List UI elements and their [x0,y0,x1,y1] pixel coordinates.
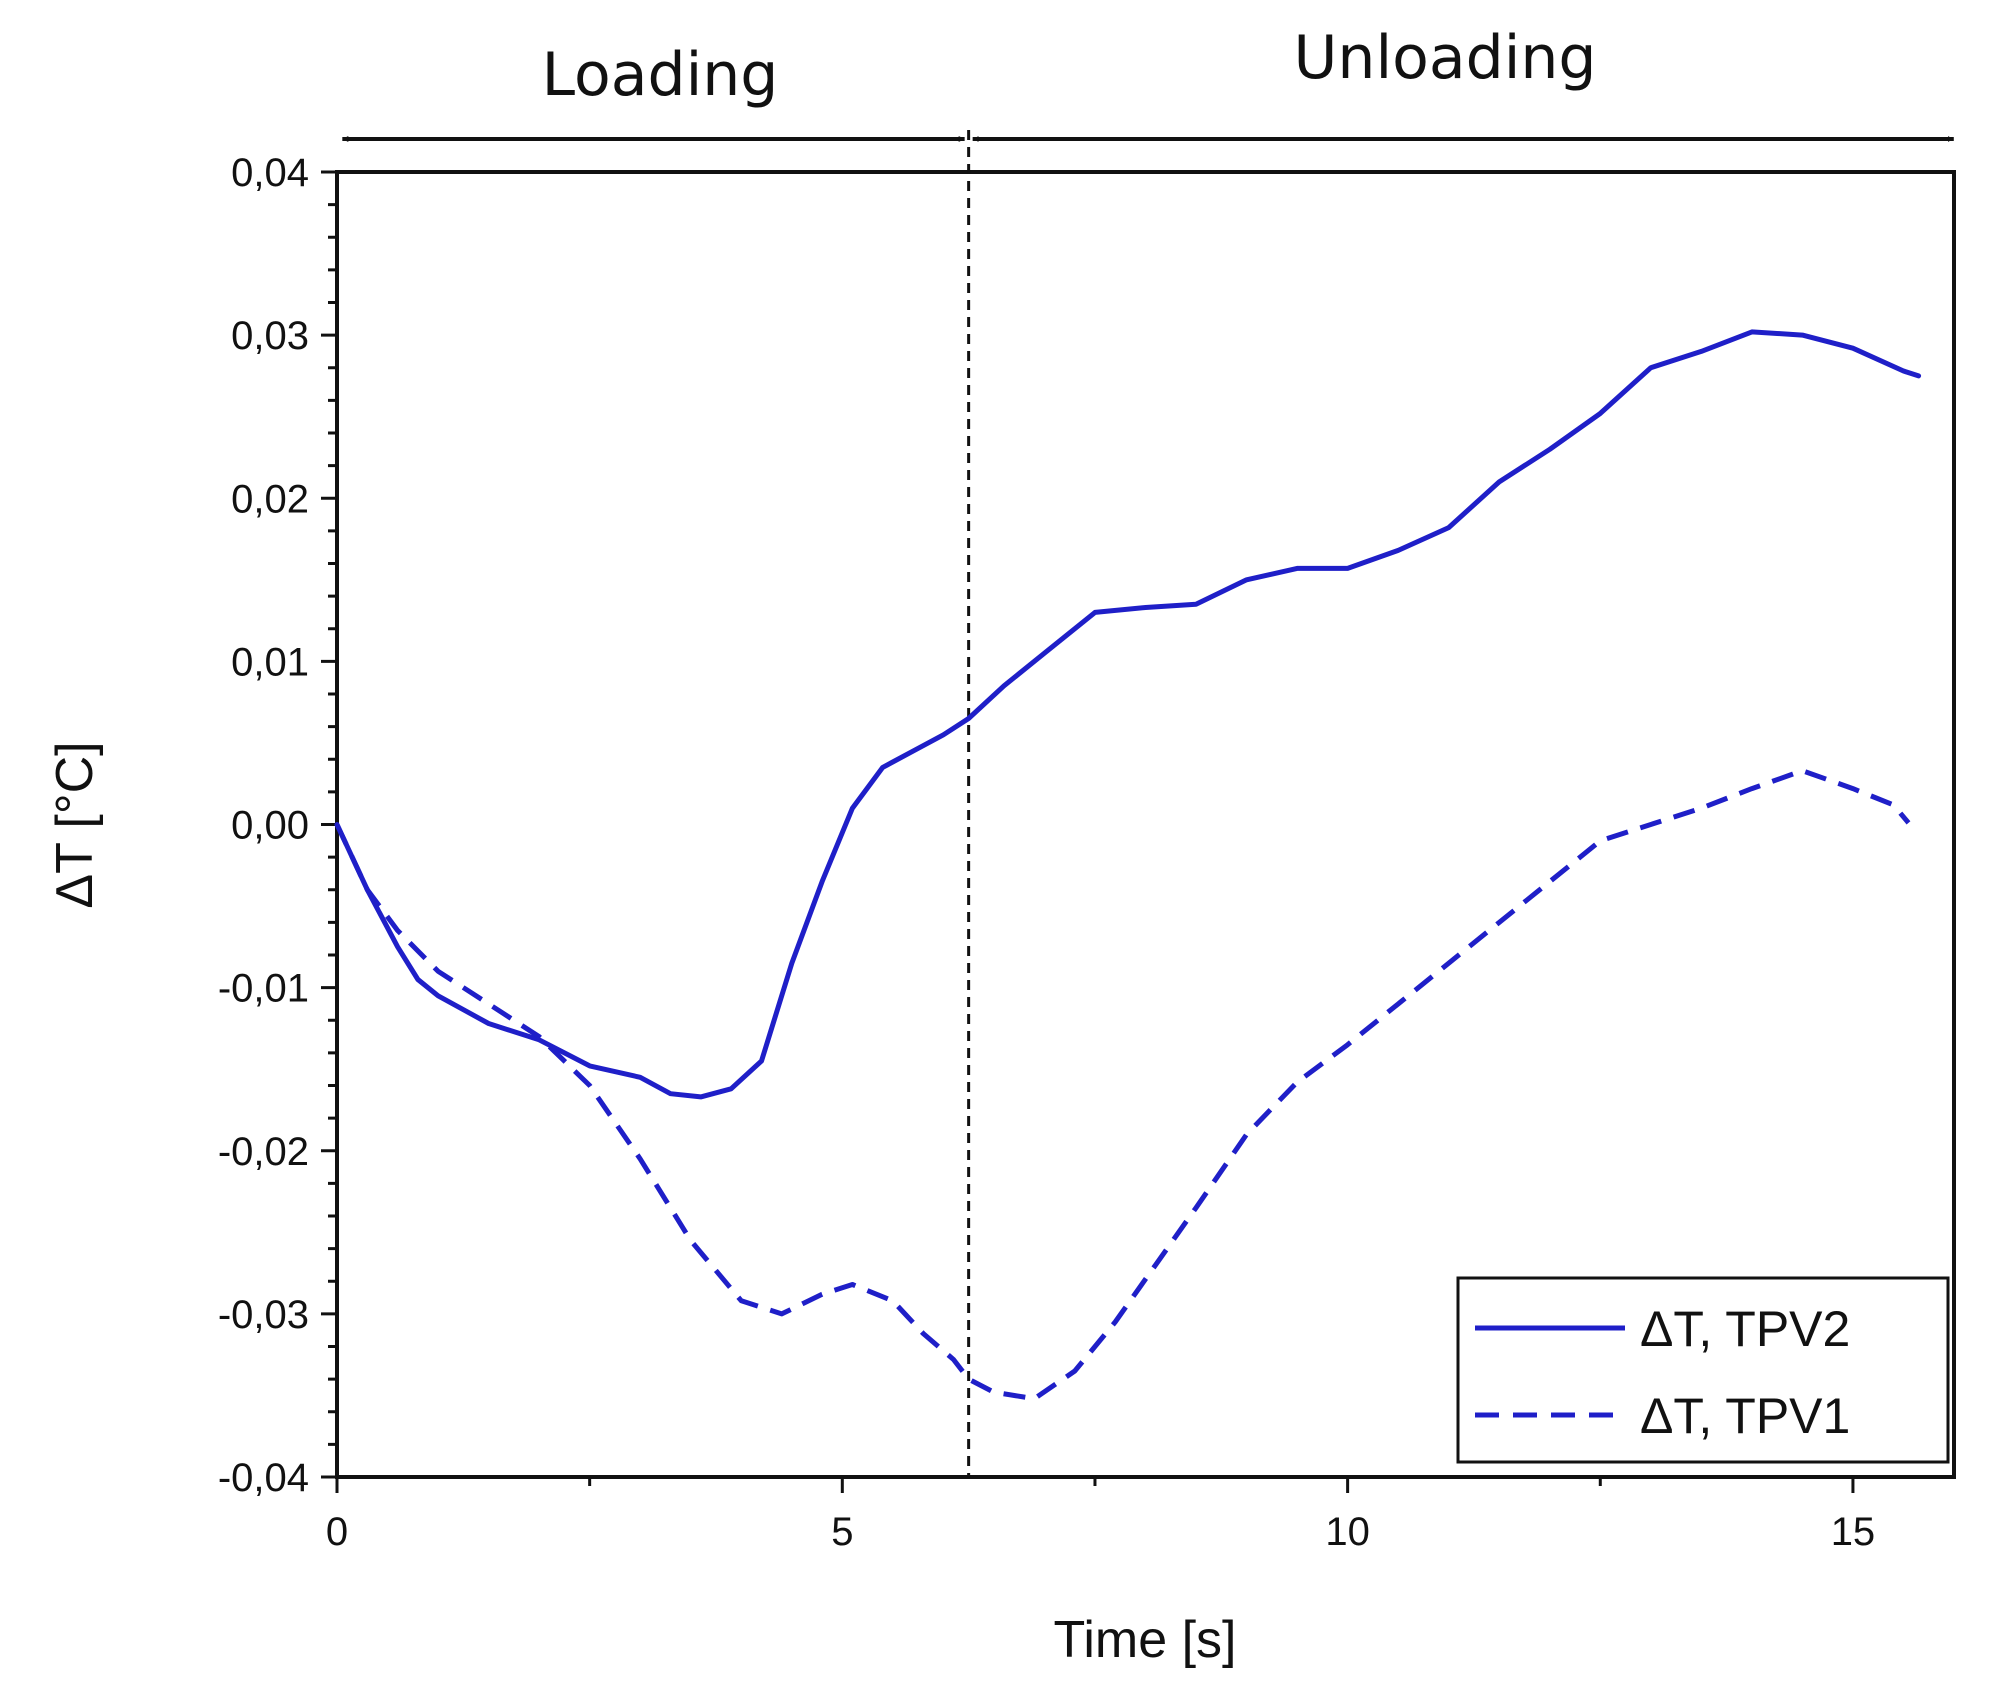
legend: ΔT, TPV2 ΔT, TPV1 [1456,1276,1950,1464]
y-tick-label: 0,03 [231,314,309,358]
legend-label-tpv2: ΔT, TPV2 [1640,1301,1850,1357]
y-tick-label: -0,04 [218,1456,309,1500]
phase-annotations: Loading Unloading [342,23,1954,142]
x-tick-label: 15 [1831,1510,1876,1554]
y-tick-label: 0,04 [231,151,309,195]
y-tick-label: 0,01 [231,640,309,684]
x-tick-label: 5 [831,1510,853,1554]
x-axis: 0 5 10 15 [326,1477,1875,1554]
y-tick-label: -0,01 [218,967,309,1011]
y-tick-label: 0,02 [231,477,309,521]
y-axis: -0,04 -0,03 -0,02 -0,01 0,00 0,01 0,02 0,03 0,04 [218,151,337,1500]
series-line-tpv2 [334,329,1922,1100]
x-axis-title: Time [s] [1054,1611,1237,1669]
series-line-tpv1 [334,768,1911,1402]
legend-label-tpv1: ΔT, TPV1 [1640,1388,1850,1444]
series-group [334,329,1922,1402]
legend-box [1456,1276,1950,1464]
y-axis-title: ΔT [°C] [46,741,104,908]
unloading-label: Unloading [1294,23,1597,93]
y-tick-label: -0,03 [218,1293,309,1337]
x-tick-label: 10 [1325,1510,1370,1554]
y-tick-label: -0,02 [218,1130,309,1174]
loading-label: Loading [542,40,779,110]
y-tick-label: 0,00 [231,804,309,848]
x-tick-label: 0 [326,1510,348,1554]
